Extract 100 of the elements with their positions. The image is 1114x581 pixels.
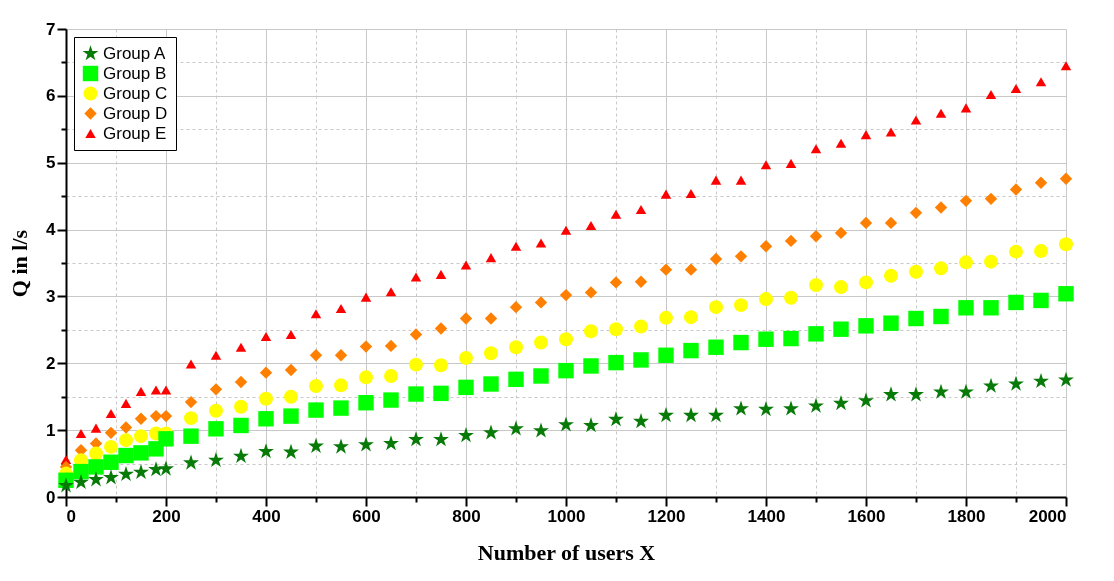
point xyxy=(283,408,299,424)
y-tick-label: 6 xyxy=(46,86,56,106)
point xyxy=(535,238,547,248)
point xyxy=(760,160,772,170)
point xyxy=(1010,83,1022,94)
point xyxy=(583,417,599,433)
point xyxy=(635,204,647,215)
point xyxy=(1059,172,1073,185)
point xyxy=(785,158,797,168)
point xyxy=(210,350,222,360)
point xyxy=(1009,183,1023,196)
point xyxy=(783,330,799,347)
point xyxy=(483,424,499,440)
point xyxy=(284,363,298,377)
x-tick-label: 0 xyxy=(66,506,76,526)
point xyxy=(334,378,348,393)
point xyxy=(683,342,699,359)
y-tick-label: 0 xyxy=(46,487,56,507)
point xyxy=(958,300,974,316)
point xyxy=(209,383,223,396)
point xyxy=(909,264,923,279)
point xyxy=(384,339,398,353)
point xyxy=(759,240,773,253)
point xyxy=(734,250,748,263)
point xyxy=(734,298,748,313)
point xyxy=(609,276,623,289)
point xyxy=(884,268,898,283)
point xyxy=(534,335,548,350)
point xyxy=(533,422,549,438)
point xyxy=(509,340,523,355)
point xyxy=(160,385,172,395)
point xyxy=(883,315,899,331)
point xyxy=(149,409,163,423)
point xyxy=(233,447,249,463)
point xyxy=(508,371,524,388)
point xyxy=(460,260,472,270)
point xyxy=(118,465,134,482)
point xyxy=(310,309,322,319)
point xyxy=(559,288,573,302)
point xyxy=(134,429,148,444)
point xyxy=(709,252,723,266)
legend-label: Group C xyxy=(103,83,168,103)
point xyxy=(834,226,848,240)
point xyxy=(684,263,698,276)
point xyxy=(409,357,423,372)
point xyxy=(208,451,224,467)
point xyxy=(135,386,147,396)
point xyxy=(658,347,674,363)
point xyxy=(883,386,899,402)
point xyxy=(859,216,873,230)
x-tick-label: 800 xyxy=(452,506,481,526)
point xyxy=(634,319,648,334)
x-tick-label: 600 xyxy=(352,506,381,526)
point xyxy=(833,395,849,411)
point xyxy=(258,411,274,427)
point xyxy=(808,326,824,342)
point xyxy=(1008,375,1024,391)
point xyxy=(858,318,874,334)
point xyxy=(733,400,749,416)
point xyxy=(235,342,247,352)
point xyxy=(433,431,449,447)
point xyxy=(1033,292,1049,309)
point xyxy=(660,189,672,199)
point xyxy=(683,407,699,423)
point xyxy=(283,443,299,459)
point xyxy=(1033,372,1049,389)
point xyxy=(884,216,898,230)
point xyxy=(185,359,197,369)
point xyxy=(1034,244,1048,258)
point xyxy=(935,108,947,118)
point xyxy=(560,225,572,235)
point xyxy=(410,272,422,282)
point xyxy=(408,431,424,447)
legend-label: Group A xyxy=(103,43,167,63)
y-tick-label: 4 xyxy=(46,220,57,240)
y-tick-label: 7 xyxy=(46,19,56,39)
point xyxy=(118,447,134,464)
point xyxy=(434,322,448,335)
legend-label: Group B xyxy=(103,63,167,83)
point xyxy=(159,409,173,423)
point xyxy=(258,443,274,459)
point xyxy=(859,275,873,290)
x-tick-label: 2000 xyxy=(1028,506,1067,526)
point xyxy=(90,423,102,433)
point xyxy=(119,433,133,448)
point xyxy=(383,392,399,408)
point xyxy=(983,300,999,316)
point xyxy=(559,332,573,347)
point xyxy=(960,103,972,113)
point xyxy=(783,400,799,416)
point xyxy=(759,292,773,307)
point xyxy=(733,334,749,351)
point xyxy=(858,392,874,408)
point xyxy=(158,431,174,447)
point xyxy=(984,254,998,269)
point xyxy=(758,331,774,347)
point xyxy=(105,408,117,418)
point xyxy=(103,469,119,485)
point xyxy=(510,241,522,251)
point xyxy=(833,321,849,337)
